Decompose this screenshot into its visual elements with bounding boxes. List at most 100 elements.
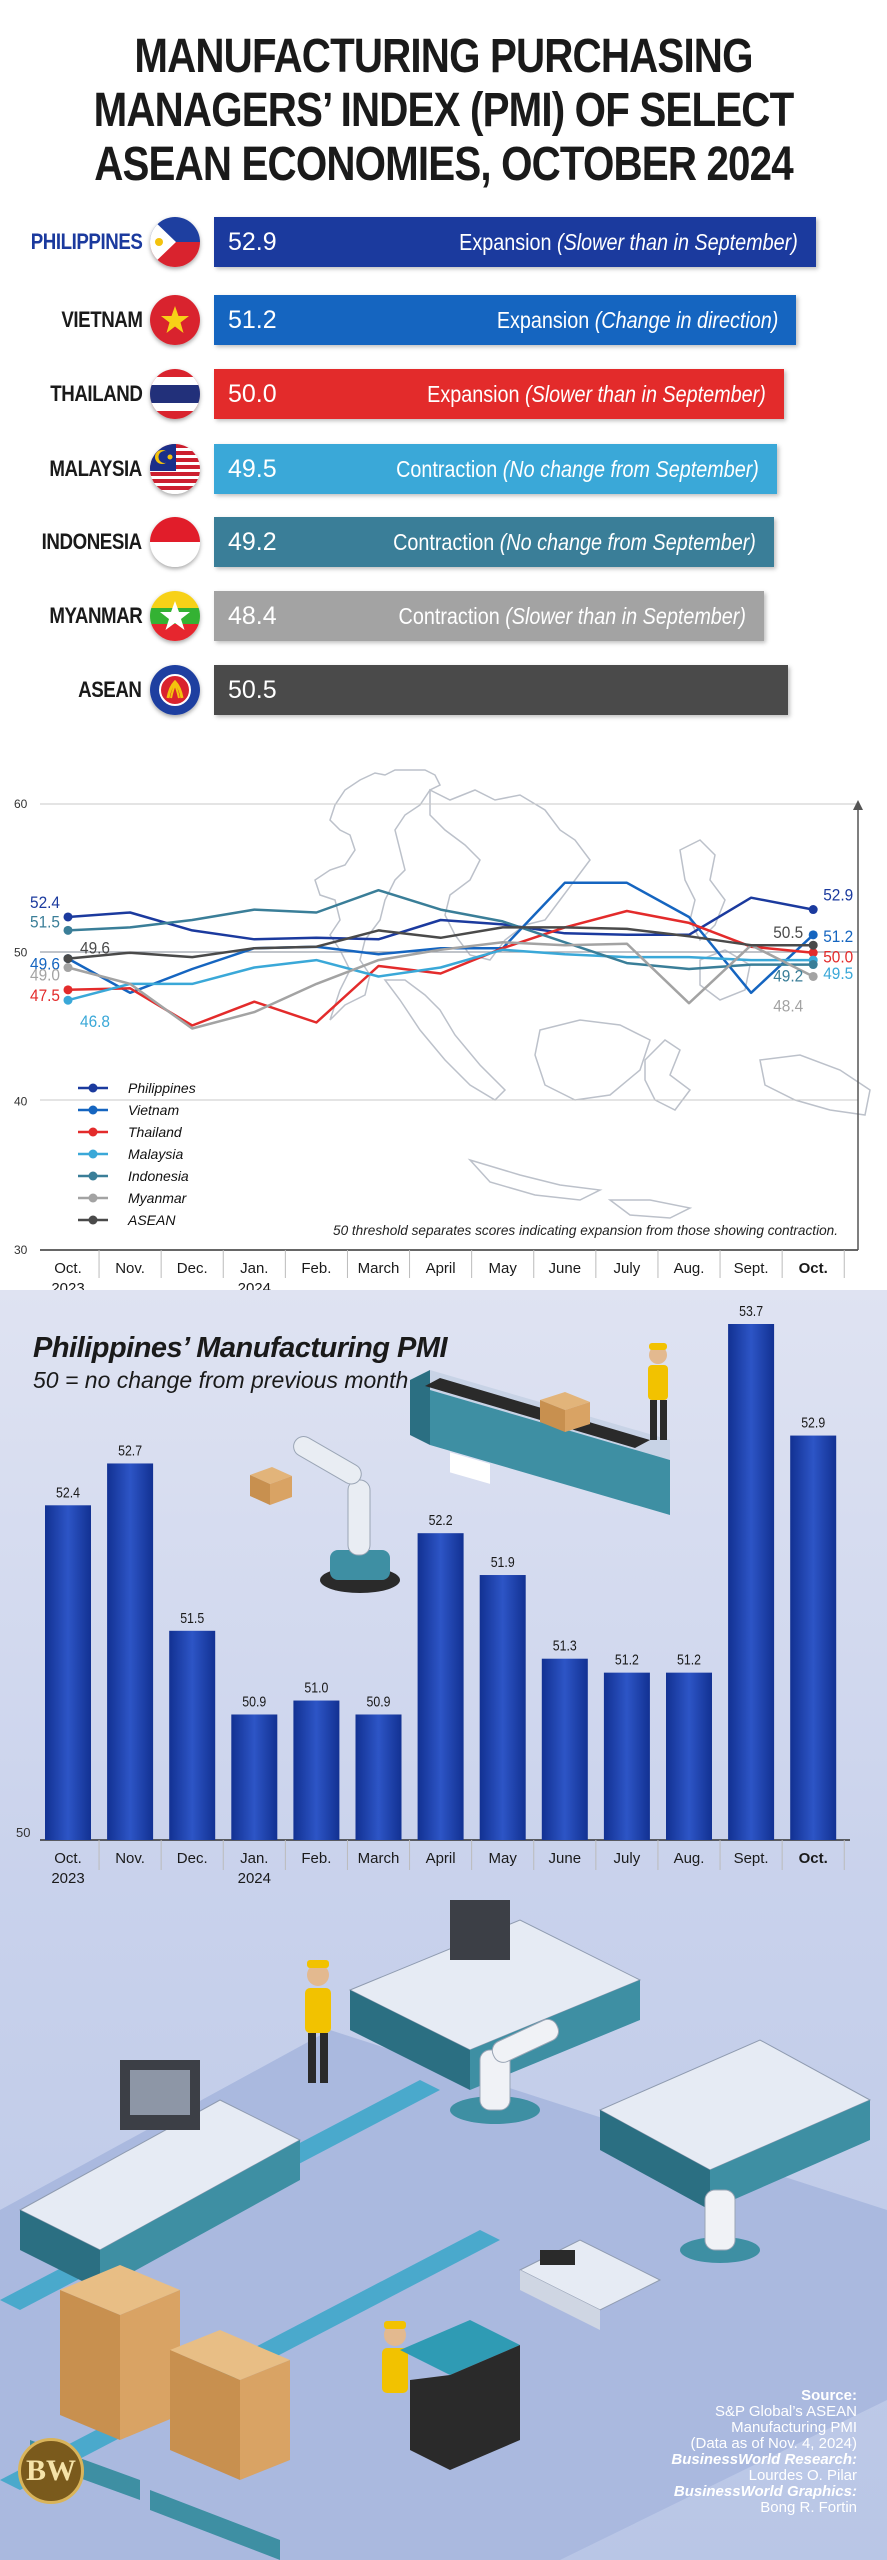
pmi-note: (Slower than in September) <box>505 603 746 629</box>
country-name: VIETNAM <box>60 307 143 332</box>
pmi-bar: 50.5 <box>214 665 788 715</box>
x-tick-label: March <box>358 1850 400 1867</box>
bar <box>45 1505 91 1840</box>
legend-marker <box>88 1193 98 1203</box>
graphics-name: Bong R. Fortin <box>760 2499 857 2516</box>
bar <box>231 1714 278 1840</box>
x-tick-label: Jan. <box>240 1260 268 1277</box>
x-tick-label: April <box>426 1850 456 1867</box>
x-tick-label: 2023 <box>51 1870 84 1887</box>
title-line: ASEAN ECONOMIES, OCTOBER 2024 <box>94 138 793 191</box>
delivery-robot-icon <box>518 2239 662 2330</box>
bar <box>293 1700 340 1840</box>
bar-value-label: 52.9 <box>801 1415 825 1432</box>
series-line-asean <box>67 926 814 960</box>
legend-label: Myanmar <box>128 1190 188 1206</box>
x-tick-label: Dec. <box>177 1850 208 1867</box>
series-line-myanmar <box>67 941 814 1030</box>
pmi-description: Contraction (No change from September) <box>396 456 759 483</box>
x-tick-label: April <box>426 1260 456 1277</box>
series-endpoint-philippines <box>808 905 818 915</box>
conveyor-machine-icon <box>598 2039 872 2210</box>
data-label: 49.6 <box>30 955 60 974</box>
bar-value-label: 50.9 <box>367 1693 391 1710</box>
x-tick-label: Oct. <box>799 1850 828 1867</box>
legend-label: ASEAN <box>127 1212 176 1228</box>
series-endpoint-vietnam <box>808 930 818 940</box>
source-label: Source: <box>801 2387 857 2404</box>
bar-value-label: 51.2 <box>615 1652 639 1669</box>
pmi-note: (Slower than in September) <box>525 381 766 407</box>
bar <box>169 1630 216 1840</box>
x-tick-label: May <box>489 1260 518 1277</box>
legend-marker <box>88 1215 98 1225</box>
bar-value-label: 52.4 <box>56 1484 80 1501</box>
bar <box>479 1575 526 1840</box>
source-line: Manufacturing PMI <box>731 2419 857 2436</box>
philippines-pmi-bar-chart: 52.4 52.7 51.5 50.9 51.0 50.9 52.2 51.9 51.3 51.2… <box>16 1303 850 1887</box>
x-tick-label: March <box>358 1260 400 1277</box>
pmi-status: Contraction <box>393 529 495 555</box>
data-label: 50.5 <box>773 923 803 942</box>
x-tick-label: July <box>614 1850 641 1867</box>
country-row: VIETNAM 51.2 Expansion (Change in direct… <box>0 293 887 347</box>
y-tick-label: 40 <box>14 1094 28 1108</box>
x-tick-label: 2023 <box>51 1280 84 1290</box>
bar <box>417 1533 464 1840</box>
bar <box>603 1672 650 1840</box>
worker-icon <box>648 1343 668 1440</box>
bar <box>666 1672 712 1840</box>
title-line: MANUFACTURING PURCHASING <box>134 30 753 83</box>
y-tick-label: 50 <box>14 946 28 960</box>
country-row: PHILIPPINES 52.9 Expansion (Slower than … <box>0 215 887 269</box>
pmi-status: Expansion <box>459 229 552 255</box>
x-tick-label: Oct. <box>799 1260 828 1277</box>
x-tick-label: Aug. <box>674 1850 705 1867</box>
page-title: MANUFACTURING PURCHASING MANAGERS’ INDEX… <box>71 30 816 192</box>
legend-label: Thailand <box>128 1124 183 1140</box>
title-line: MANAGERS’ INDEX (PMI) OF SELECT <box>93 84 795 137</box>
x-tick-label: Oct. <box>54 1260 82 1277</box>
x-tick-label: July <box>614 1260 641 1277</box>
series-endpoint-myanmar <box>63 963 73 973</box>
malaysia-flag-icon <box>150 444 200 494</box>
pmi-description: Contraction (No change from September) <box>393 529 756 556</box>
worker-icon <box>382 2321 408 2393</box>
pmi-bar: 50.0 Expansion (Slower than in September… <box>214 369 784 419</box>
x-tick-label: Jan. <box>240 1850 268 1867</box>
myanmar-flag-icon <box>150 591 200 641</box>
data-label: 52.9 <box>823 886 853 905</box>
pmi-description: Expansion (Slower than in September) <box>427 381 766 408</box>
asean-flag-icon <box>150 665 200 715</box>
philippines-flag-icon <box>150 217 200 267</box>
indonesia-flag-icon <box>150 517 200 567</box>
x-tick-label: Nov. <box>115 1260 145 1277</box>
robot-arm-icon <box>680 2189 760 2263</box>
legend-marker <box>88 1083 98 1093</box>
bar-value-label: 51.2 <box>677 1652 701 1669</box>
x-tick-label: 2024 <box>238 1280 271 1290</box>
country-name: ASEAN <box>78 677 143 702</box>
data-label: 50.0 <box>823 948 853 967</box>
pmi-note: (No change from September) <box>502 456 759 482</box>
series-line-thailand <box>67 909 814 1027</box>
data-label: 48.4 <box>773 996 803 1015</box>
factory-illustration <box>250 1343 670 1593</box>
country-name: MALAYSIA <box>49 456 142 481</box>
data-label: 51.2 <box>823 927 853 946</box>
x-tick-label: June <box>549 1850 582 1867</box>
bar <box>728 1324 775 1840</box>
series-endpoint-philippines <box>63 912 73 922</box>
bar-value-label: 51.5 <box>180 1610 204 1627</box>
conveyor-machine-icon <box>18 2060 302 2290</box>
series-endpoint-malaysia <box>63 995 73 1005</box>
pmi-bar: 49.2 Contraction (No change from Septemb… <box>214 517 774 567</box>
legend-marker <box>88 1171 98 1181</box>
bar <box>355 1714 402 1840</box>
bar-value-label: 51.3 <box>553 1638 577 1655</box>
pmi-value: 49.2 <box>228 528 277 556</box>
data-label: 46.8 <box>80 1012 110 1031</box>
country-row: INDONESIA 49.2 Contraction (No change fr… <box>0 515 887 569</box>
pmi-value: 48.4 <box>228 602 277 630</box>
